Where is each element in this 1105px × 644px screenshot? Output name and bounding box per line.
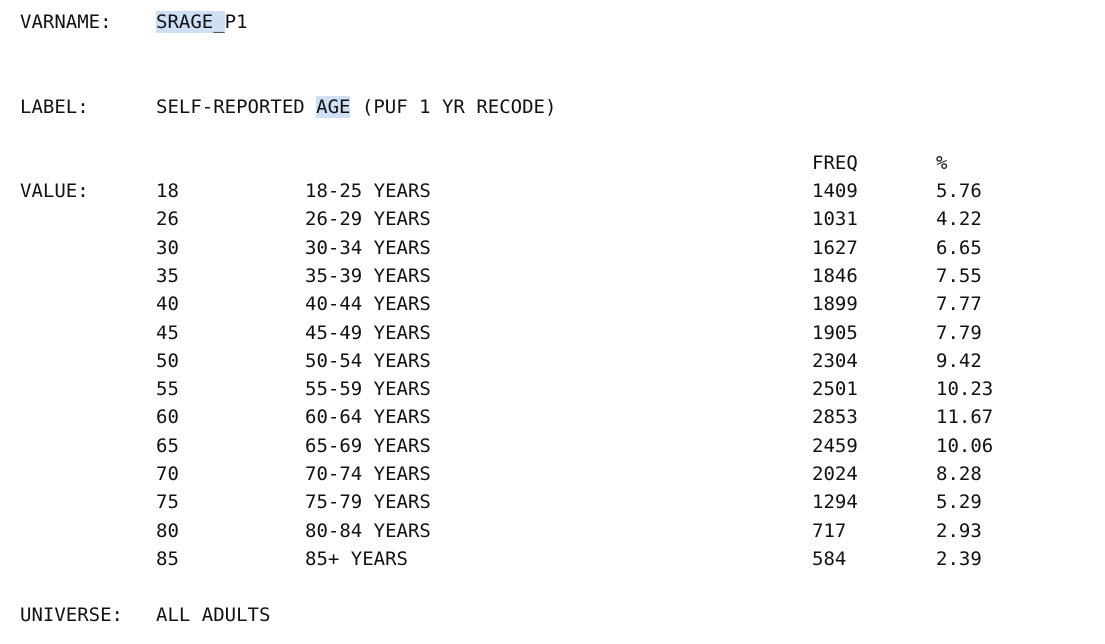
- value-freq: 1409: [812, 180, 858, 202]
- value-pct: 7.79: [936, 322, 982, 344]
- value-freq: 1031: [812, 208, 858, 230]
- varname-highlight: SRAGE_: [156, 11, 225, 33]
- value-pct: 5.29: [936, 491, 982, 513]
- value-pct: 5.76: [936, 180, 982, 202]
- value-description: 65-69 YEARS: [305, 435, 431, 457]
- value-code: 60: [156, 406, 179, 428]
- value-description: 75-79 YEARS: [305, 491, 431, 513]
- value-description: 50-54 YEARS: [305, 350, 431, 372]
- value-pct: 2.39: [936, 548, 982, 570]
- value-description: 18-25 YEARS: [305, 180, 431, 202]
- value-freq: 1627: [812, 237, 858, 259]
- label-text-before: SELF-REPORTED: [156, 96, 317, 118]
- value-code: 50: [156, 350, 179, 372]
- value-pct: 7.77: [936, 293, 982, 315]
- value-freq: 584: [812, 548, 847, 570]
- value-pct: 6.65: [936, 237, 982, 259]
- value-code: 55: [156, 378, 179, 400]
- varname-label: VARNAME:: [20, 11, 112, 33]
- value-freq: 2459: [812, 435, 858, 457]
- value-code: 30: [156, 237, 179, 259]
- value-pct: 10.23: [936, 378, 994, 400]
- value-freq: 2501: [812, 378, 858, 400]
- universe-label: UNIVERSE:: [20, 604, 123, 626]
- freq-header: FREQ: [812, 152, 858, 174]
- value-code: 26: [156, 208, 179, 230]
- universe-value: ALL ADULTS: [156, 604, 271, 626]
- value-code: 75: [156, 491, 179, 513]
- value-freq: 1899: [812, 293, 858, 315]
- label-highlight: AGE: [316, 96, 351, 118]
- value-code: 40: [156, 293, 179, 315]
- value-code: 65: [156, 435, 179, 457]
- value-freq: 1294: [812, 491, 858, 513]
- value-freq: 2024: [812, 463, 858, 485]
- value-description: 45-49 YEARS: [305, 322, 431, 344]
- value-pct: 11.67: [936, 406, 994, 428]
- value-description: 80-84 YEARS: [305, 520, 431, 542]
- value-pct: 9.42: [936, 350, 982, 372]
- value-code: 85: [156, 548, 179, 570]
- label-text: SELF-REPORTED AGE (PUF 1 YR RECODE): [156, 95, 556, 119]
- value-pct: 4.22: [936, 208, 982, 230]
- label-text-after: (PUF 1 YR RECODE): [350, 96, 557, 118]
- value-freq: 2853: [812, 406, 858, 428]
- varname-value: SRAGE_P1: [156, 10, 248, 34]
- value-description: 55-59 YEARS: [305, 378, 431, 400]
- value-pct: 2.93: [936, 520, 982, 542]
- value-description: 40-44 YEARS: [305, 293, 431, 315]
- pct-header: %: [936, 152, 948, 174]
- value-freq: 1905: [812, 322, 858, 344]
- value-code: 70: [156, 463, 179, 485]
- value-freq: 717: [812, 520, 847, 542]
- value-description: 30-34 YEARS: [305, 237, 431, 259]
- value-code: 45: [156, 322, 179, 344]
- value-pct: 7.55: [936, 265, 982, 287]
- value-code: 18: [156, 180, 179, 202]
- value-pct: 10.06: [936, 435, 994, 457]
- value-freq: 2304: [812, 350, 858, 372]
- value-description: 26-29 YEARS: [305, 208, 431, 230]
- value-description: 60-64 YEARS: [305, 406, 431, 428]
- value-description: 85+ YEARS: [305, 548, 408, 570]
- value-pct: 8.28: [936, 463, 982, 485]
- value-description: 35-39 YEARS: [305, 265, 431, 287]
- value-freq: 1846: [812, 265, 858, 287]
- value-label: VALUE:: [20, 180, 89, 202]
- value-code: 80: [156, 520, 179, 542]
- varname-value-rest: P1: [224, 11, 248, 33]
- label-label: LABEL:: [20, 96, 89, 118]
- value-code: 35: [156, 265, 179, 287]
- value-description: 70-74 YEARS: [305, 463, 431, 485]
